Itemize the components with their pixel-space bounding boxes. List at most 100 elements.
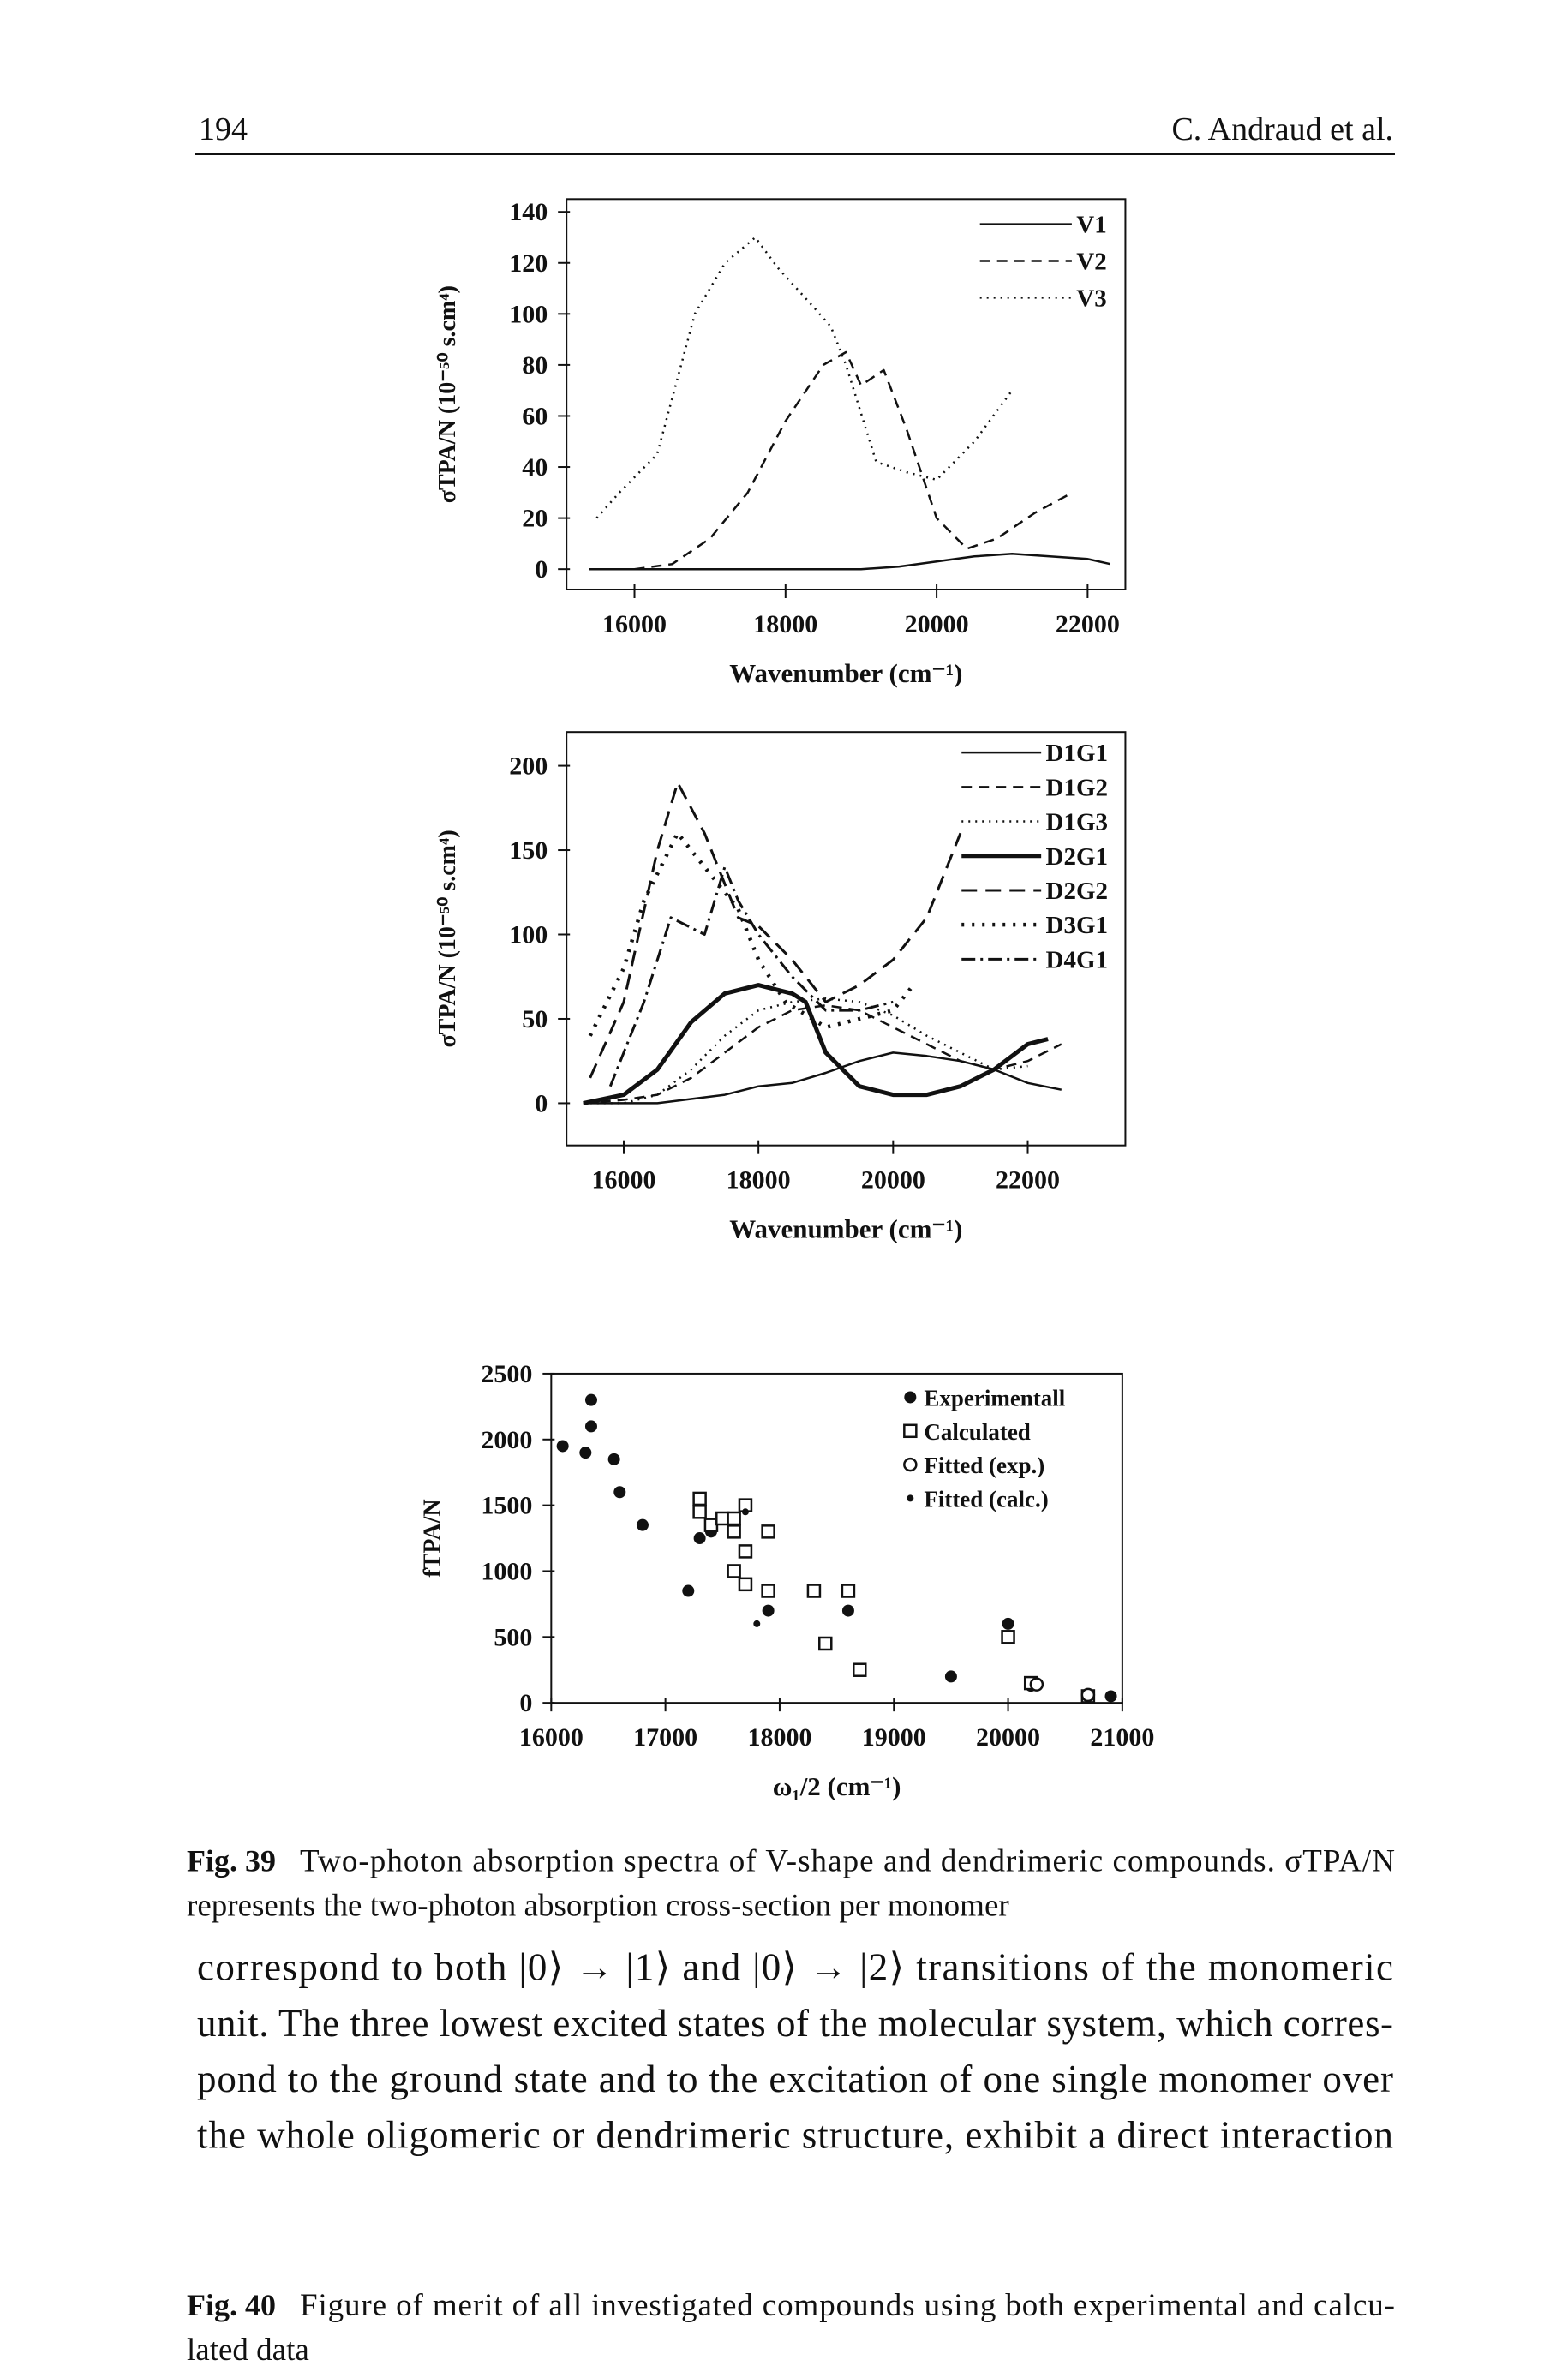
- x-tick-label: 20000: [861, 1166, 925, 1195]
- chart: 0 20 40 60 80 100 120 140 16000 18000 20000 22000 Wa…: [434, 198, 1127, 688]
- point: [761, 1524, 775, 1539]
- point: [607, 1453, 620, 1465]
- legend-label: D3G1: [1046, 912, 1109, 939]
- x-tick-label: 18000: [747, 1723, 811, 1752]
- legend-label: D2G1: [1046, 843, 1109, 871]
- body-line: correspond to both |0⟩ → |1⟩ and |0⟩ → |…: [197, 1946, 1393, 1989]
- point: [841, 1604, 854, 1617]
- x-tick-label: 21000: [1090, 1723, 1154, 1752]
- y-tick-label: 120: [509, 249, 548, 278]
- y-tick-label: 200: [509, 752, 548, 781]
- y-tick-label: 80: [522, 351, 548, 380]
- x-tick-label: 22000: [996, 1166, 1060, 1195]
- point: [1001, 1630, 1015, 1644]
- point: [715, 1511, 730, 1526]
- point: [692, 1505, 707, 1519]
- x-tick-label: 18000: [753, 610, 817, 638]
- x-axis-label: Wavenumber (cm⁻¹): [729, 658, 962, 688]
- legend-swatch: [907, 1494, 914, 1502]
- page-number: 194: [199, 111, 248, 147]
- x-tick-label: 20000: [905, 610, 969, 638]
- caption-text: lated data: [187, 2333, 309, 2368]
- y-tick-label: 100: [509, 921, 548, 949]
- point: [1029, 1677, 1044, 1692]
- y-tick-label: 2000: [481, 1426, 532, 1454]
- x-tick-label: 19000: [862, 1723, 926, 1752]
- legend-label: D4G1: [1046, 946, 1109, 973]
- y-tick-label: 0: [535, 1089, 548, 1117]
- x-axis-label: ω₁/2 (cm⁻¹): [773, 1771, 901, 1801]
- plot-frame: [566, 731, 1127, 1147]
- y-tick-label: 100: [509, 300, 548, 328]
- series-line: [583, 983, 1049, 1105]
- point: [584, 1393, 597, 1406]
- point: [738, 1544, 753, 1559]
- y-axis-label: fTPA/N: [419, 1499, 446, 1577]
- series-line: [583, 1003, 1062, 1105]
- series-line: [634, 350, 1074, 571]
- y-tick-label: 50: [522, 1005, 548, 1033]
- body-line: unit. The three lowest excited states of…: [197, 2002, 1393, 2045]
- caption-text: represents the two-photon absorption cro…: [187, 1889, 1009, 1924]
- series-line: [595, 236, 1014, 519]
- point: [1107, 1691, 1115, 1698]
- caption-text: Figure of merit of all investigated comp…: [300, 2288, 1395, 2323]
- point: [727, 1524, 741, 1539]
- legend-label: D1G3: [1046, 809, 1109, 836]
- body-line: pond to the ground state and to the exci…: [197, 2058, 1393, 2100]
- legend-label: V1: [1076, 212, 1106, 239]
- legend-swatch: [903, 1423, 918, 1439]
- point: [692, 1491, 707, 1506]
- series-line: [589, 553, 1111, 571]
- y-tick-label: 0: [519, 1689, 532, 1717]
- legend-label: V2: [1076, 249, 1106, 276]
- chart: 0 50 100 150 200 16000 18000 20000 22000 Wavenumb…: [434, 731, 1127, 1244]
- y-axis-label: σTPA/N (10⁻⁵⁰ s.cm⁴): [434, 830, 461, 1047]
- legend-label: Fitted (exp.): [924, 1453, 1044, 1478]
- running-head: C. Andraud et al.: [1171, 111, 1393, 147]
- x-tick-label: 18000: [727, 1166, 791, 1195]
- legend-swatch: [904, 1391, 917, 1404]
- point: [853, 1662, 867, 1677]
- y-tick-label: 0: [535, 555, 548, 584]
- y-tick-label: 60: [522, 402, 548, 430]
- point: [636, 1518, 649, 1531]
- point: [947, 1673, 955, 1680]
- legend-label: D1G2: [1046, 774, 1109, 801]
- legend-label: Calculated: [924, 1419, 1031, 1445]
- y-tick-label: 1500: [481, 1492, 532, 1520]
- x-tick-label: 16000: [602, 610, 667, 638]
- caption-text: Two-photon absorption spectra of V-shape…: [300, 1844, 1395, 1879]
- y-tick-label: 500: [494, 1623, 532, 1651]
- series-line: [589, 781, 962, 1079]
- body-line: the whole oligomeric or dendrimeric stru…: [197, 2113, 1393, 2156]
- chart: 0 500 1000 1500 2000 2500 16000 17000 18000 19000…: [419, 1360, 1154, 1801]
- x-tick-label: 16000: [591, 1166, 655, 1195]
- plot-frame: [566, 198, 1127, 590]
- legend-label: Experimentall: [924, 1385, 1065, 1411]
- y-tick-label: 1000: [481, 1557, 532, 1585]
- point: [741, 1508, 749, 1516]
- y-tick-label: 140: [509, 198, 548, 226]
- point: [841, 1584, 856, 1598]
- point: [613, 1486, 626, 1499]
- y-tick-label: 20: [522, 505, 548, 533]
- legend-label: D1G1: [1046, 740, 1109, 767]
- x-tick-label: 17000: [633, 1723, 697, 1752]
- x-tick-label: 22000: [1056, 610, 1120, 638]
- point: [738, 1577, 753, 1592]
- y-tick-label: 150: [509, 836, 548, 865]
- plot-frame: [550, 1372, 1123, 1704]
- point: [682, 1584, 695, 1597]
- x-tick-label: 16000: [519, 1723, 584, 1752]
- legend-label: D2G2: [1046, 878, 1109, 905]
- point: [584, 1420, 597, 1433]
- point: [762, 1604, 775, 1617]
- point: [703, 1518, 719, 1532]
- series-line: [588, 831, 915, 1037]
- y-tick-label: 40: [522, 453, 548, 482]
- x-axis-label: Wavenumber (cm⁻¹): [729, 1214, 962, 1244]
- y-tick-label: 2500: [481, 1360, 532, 1388]
- point: [727, 1564, 741, 1578]
